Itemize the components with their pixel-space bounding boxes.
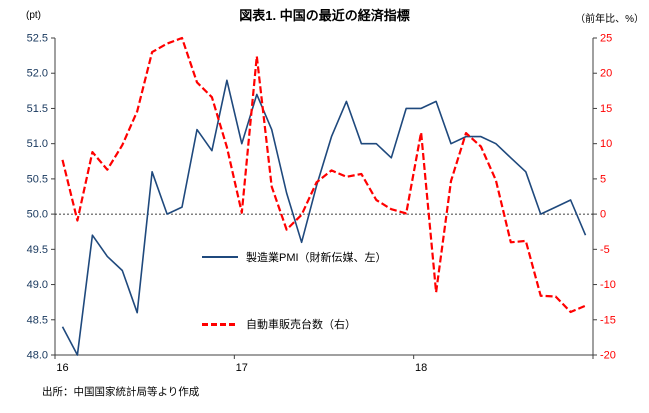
right-axis-tick-label: 10 [600,138,612,150]
pmi-line [61,79,587,356]
right-axis-tick-label: -15 [600,314,616,326]
right-axis-tick-label: 5 [600,173,606,185]
pmi-line-swatch [202,256,238,258]
right-axis-tick-label: 15 [600,103,612,115]
x-axis-tick-label: 18 [415,362,427,374]
left-axis-tick-label: 48.5 [27,314,48,326]
right-axis-tick-label: 0 [600,209,606,221]
legend-item-pmi: 製造業PMI（財新伝媒、左） [202,249,387,265]
source-note: 出所：中国国家統計局等より作成 [42,386,200,398]
left-axis-unit-label: (pt) [26,10,41,21]
auto-sales-legend-label: 自動車販売台数（右） [246,319,356,331]
left-axis-tick-label: 51.0 [27,138,48,150]
x-axis-tick-label: 17 [236,362,248,374]
pmi-legend-label: 製造業PMI（財新伝媒、左） [246,252,387,264]
auto-sales-line [61,36,586,314]
right-axis-unit-label: （前年比、%） [575,14,644,25]
left-axis-tick-label: 52.0 [27,68,48,80]
right-axis-tick-label: -10 [600,279,616,291]
auto-sales-line-swatch [202,322,238,326]
left-axis-tick-label: 49.0 [27,279,48,291]
left-axis-tick-label: 52.5 [27,33,48,45]
chart-title: 図表1. 中国の最近の経済指標 [239,8,410,23]
right-axis-tick-label: -5 [600,244,610,256]
left-axis-tick-label: 48.0 [27,350,48,362]
left-axis-tick-label: 50.0 [27,209,48,221]
left-axis-tick-label: 50.5 [27,173,48,185]
right-axis-tick-label: 25 [600,33,612,45]
legend-item-auto-sales: 自動車販売台数（右） [202,316,356,332]
right-axis-tick-label: 20 [600,68,612,80]
left-axis-tick-label: 49.5 [27,244,48,256]
x-axis-tick-label: 16 [56,362,68,374]
right-axis-tick-label: -20 [600,350,616,362]
left-axis-tick-label: 51.5 [27,103,48,115]
